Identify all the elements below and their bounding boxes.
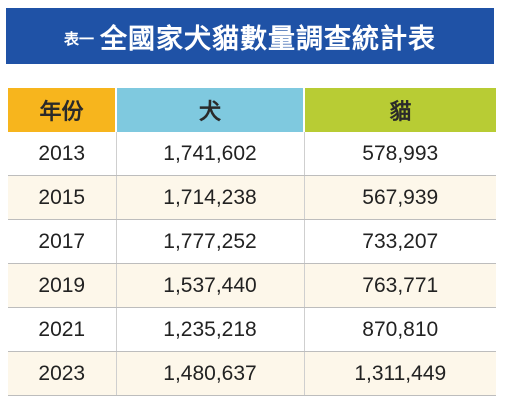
title-banner: 表一 全國家犬貓數量調查統計表 (6, 8, 494, 64)
table-row: 2017 1,777,252 733,207 (8, 219, 496, 264)
cell-cat-count: 578,993 (304, 132, 496, 176)
table-row: 2013 1,741,602 578,993 (8, 132, 496, 176)
cell-dog-count: 1,480,637 (116, 351, 305, 396)
cell-dog-count: 1,741,602 (116, 132, 305, 176)
cell-cat-count: 733,207 (304, 219, 496, 264)
header-cat: 貓 (304, 88, 496, 132)
statistics-table: 年份 犬 貓 2013 1,741,602 578,993 2015 1,714… (8, 88, 496, 396)
table-row: 2015 1,714,238 567,939 (8, 175, 496, 220)
cell-dog-count: 1,777,252 (116, 219, 305, 264)
cell-cat-count: 870,810 (304, 307, 496, 352)
cell-year: 2021 (8, 307, 117, 352)
table-row: 2019 1,537,440 763,771 (8, 263, 496, 308)
page-title: 全國家犬貓數量調查統計表 (100, 23, 436, 55)
header-dog: 犬 (116, 88, 305, 132)
header-year: 年份 (8, 88, 117, 132)
cell-cat-count: 1,311,449 (304, 351, 496, 396)
cell-dog-count: 1,537,440 (116, 263, 305, 308)
cell-dog-count: 1,714,238 (116, 175, 305, 220)
cell-dog-count: 1,235,218 (116, 307, 305, 352)
cell-year: 2017 (8, 219, 117, 264)
statistics-table-container: 年份 犬 貓 2013 1,741,602 578,993 2015 1,714… (8, 88, 496, 396)
table-number-label: 表一 (63, 29, 94, 48)
cell-year: 2023 (8, 351, 117, 396)
cell-year: 2015 (8, 175, 117, 220)
table-row: 2021 1,235,218 870,810 (8, 307, 496, 352)
table-header-row: 年份 犬 貓 (8, 88, 496, 132)
cell-year: 2019 (8, 263, 117, 308)
table-row: 2023 1,480,637 1,311,449 (8, 351, 496, 396)
cell-cat-count: 763,771 (304, 263, 496, 308)
cell-year: 2013 (8, 132, 117, 176)
cell-cat-count: 567,939 (304, 175, 496, 220)
